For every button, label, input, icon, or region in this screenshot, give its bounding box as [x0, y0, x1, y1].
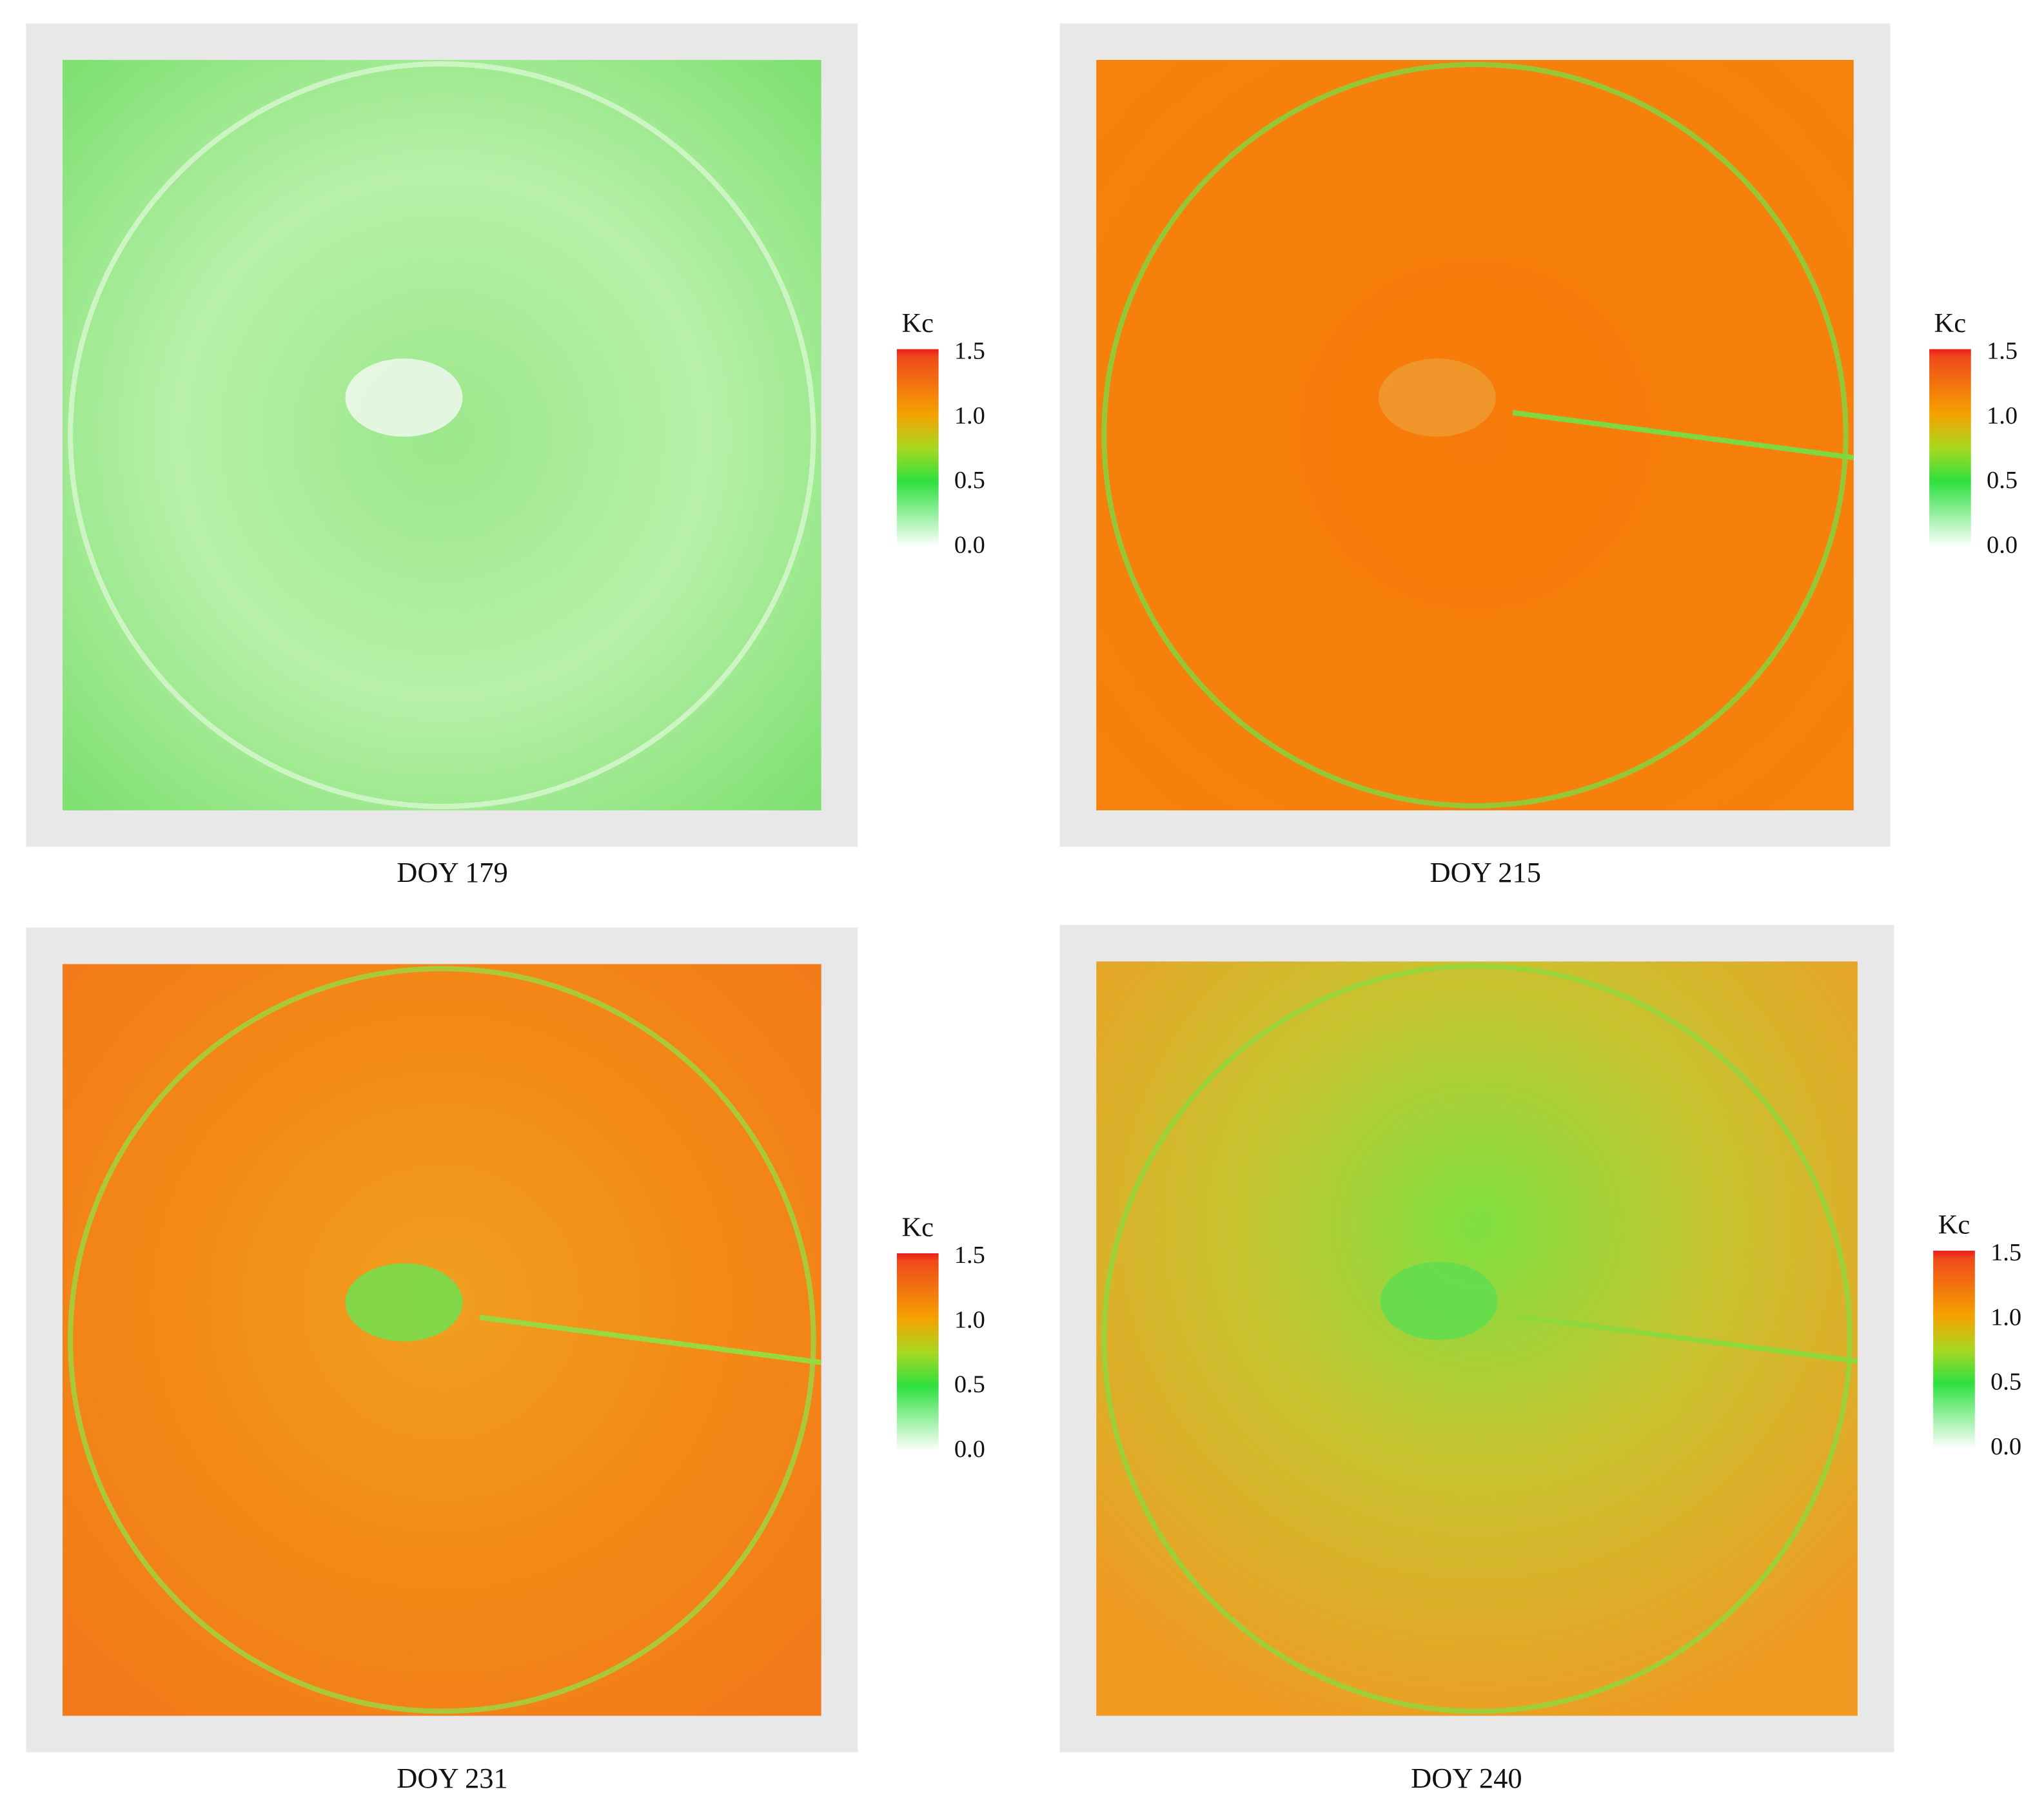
legend-tick-label: 1.0 — [954, 1306, 985, 1333]
legend-tick-label: 0.5 — [1987, 467, 2018, 494]
center-patch — [345, 358, 463, 437]
legend-tick-label: 1.5 — [954, 1242, 985, 1269]
legend-title: Kc — [902, 1212, 934, 1242]
center-patch — [345, 1263, 463, 1342]
kc-map — [1096, 59, 1854, 811]
legend-title: Kc — [1938, 1209, 1970, 1240]
legend-tick-label: 0.5 — [1990, 1369, 2021, 1396]
pivot-circle — [68, 61, 816, 809]
legend-tick-label: 1.0 — [954, 402, 985, 429]
pivot-arm — [479, 1314, 822, 1365]
center-patch — [1378, 358, 1496, 437]
colorbar — [1933, 1251, 1975, 1449]
colorbar — [896, 1253, 939, 1452]
pivot-circle — [1101, 963, 1852, 1714]
pivot-circle — [68, 966, 816, 1714]
legend-title: Kc — [1934, 308, 1966, 338]
legend-tick-label: 0.0 — [1987, 532, 2018, 559]
legend-tick-label: 0.0 — [954, 1436, 985, 1463]
colorbar — [896, 349, 939, 547]
pivot-arm — [1512, 410, 1854, 460]
legend-tick-label: 1.5 — [1990, 1239, 2021, 1266]
center-patch — [1380, 1262, 1498, 1340]
kc-map — [63, 964, 821, 1716]
pivot-circle — [1101, 61, 1849, 808]
kc-map — [63, 59, 821, 811]
kc-map — [1096, 961, 1858, 1716]
panel-label: DOY 231 — [397, 1762, 507, 1794]
legend-tick-label: 0.5 — [954, 1371, 985, 1398]
legend-tick-label: 1.5 — [954, 337, 985, 364]
panel-label: DOY 179 — [397, 856, 507, 888]
legend-tick-label: 0.5 — [954, 467, 985, 494]
legend-title: Kc — [902, 308, 934, 338]
panel-label: DOY 240 — [1411, 1762, 1522, 1794]
pivot-arm — [1515, 1313, 1858, 1364]
legend-tick-label: 0.0 — [954, 532, 985, 559]
panel-label: DOY 215 — [1430, 856, 1540, 888]
colorbar — [1929, 349, 1971, 547]
legend-tick-label: 1.0 — [1987, 402, 2018, 429]
legend-tick-label: 1.0 — [1990, 1304, 2021, 1331]
legend-tick-label: 1.5 — [1987, 337, 2018, 364]
legend-tick-label: 0.0 — [1990, 1433, 2021, 1460]
